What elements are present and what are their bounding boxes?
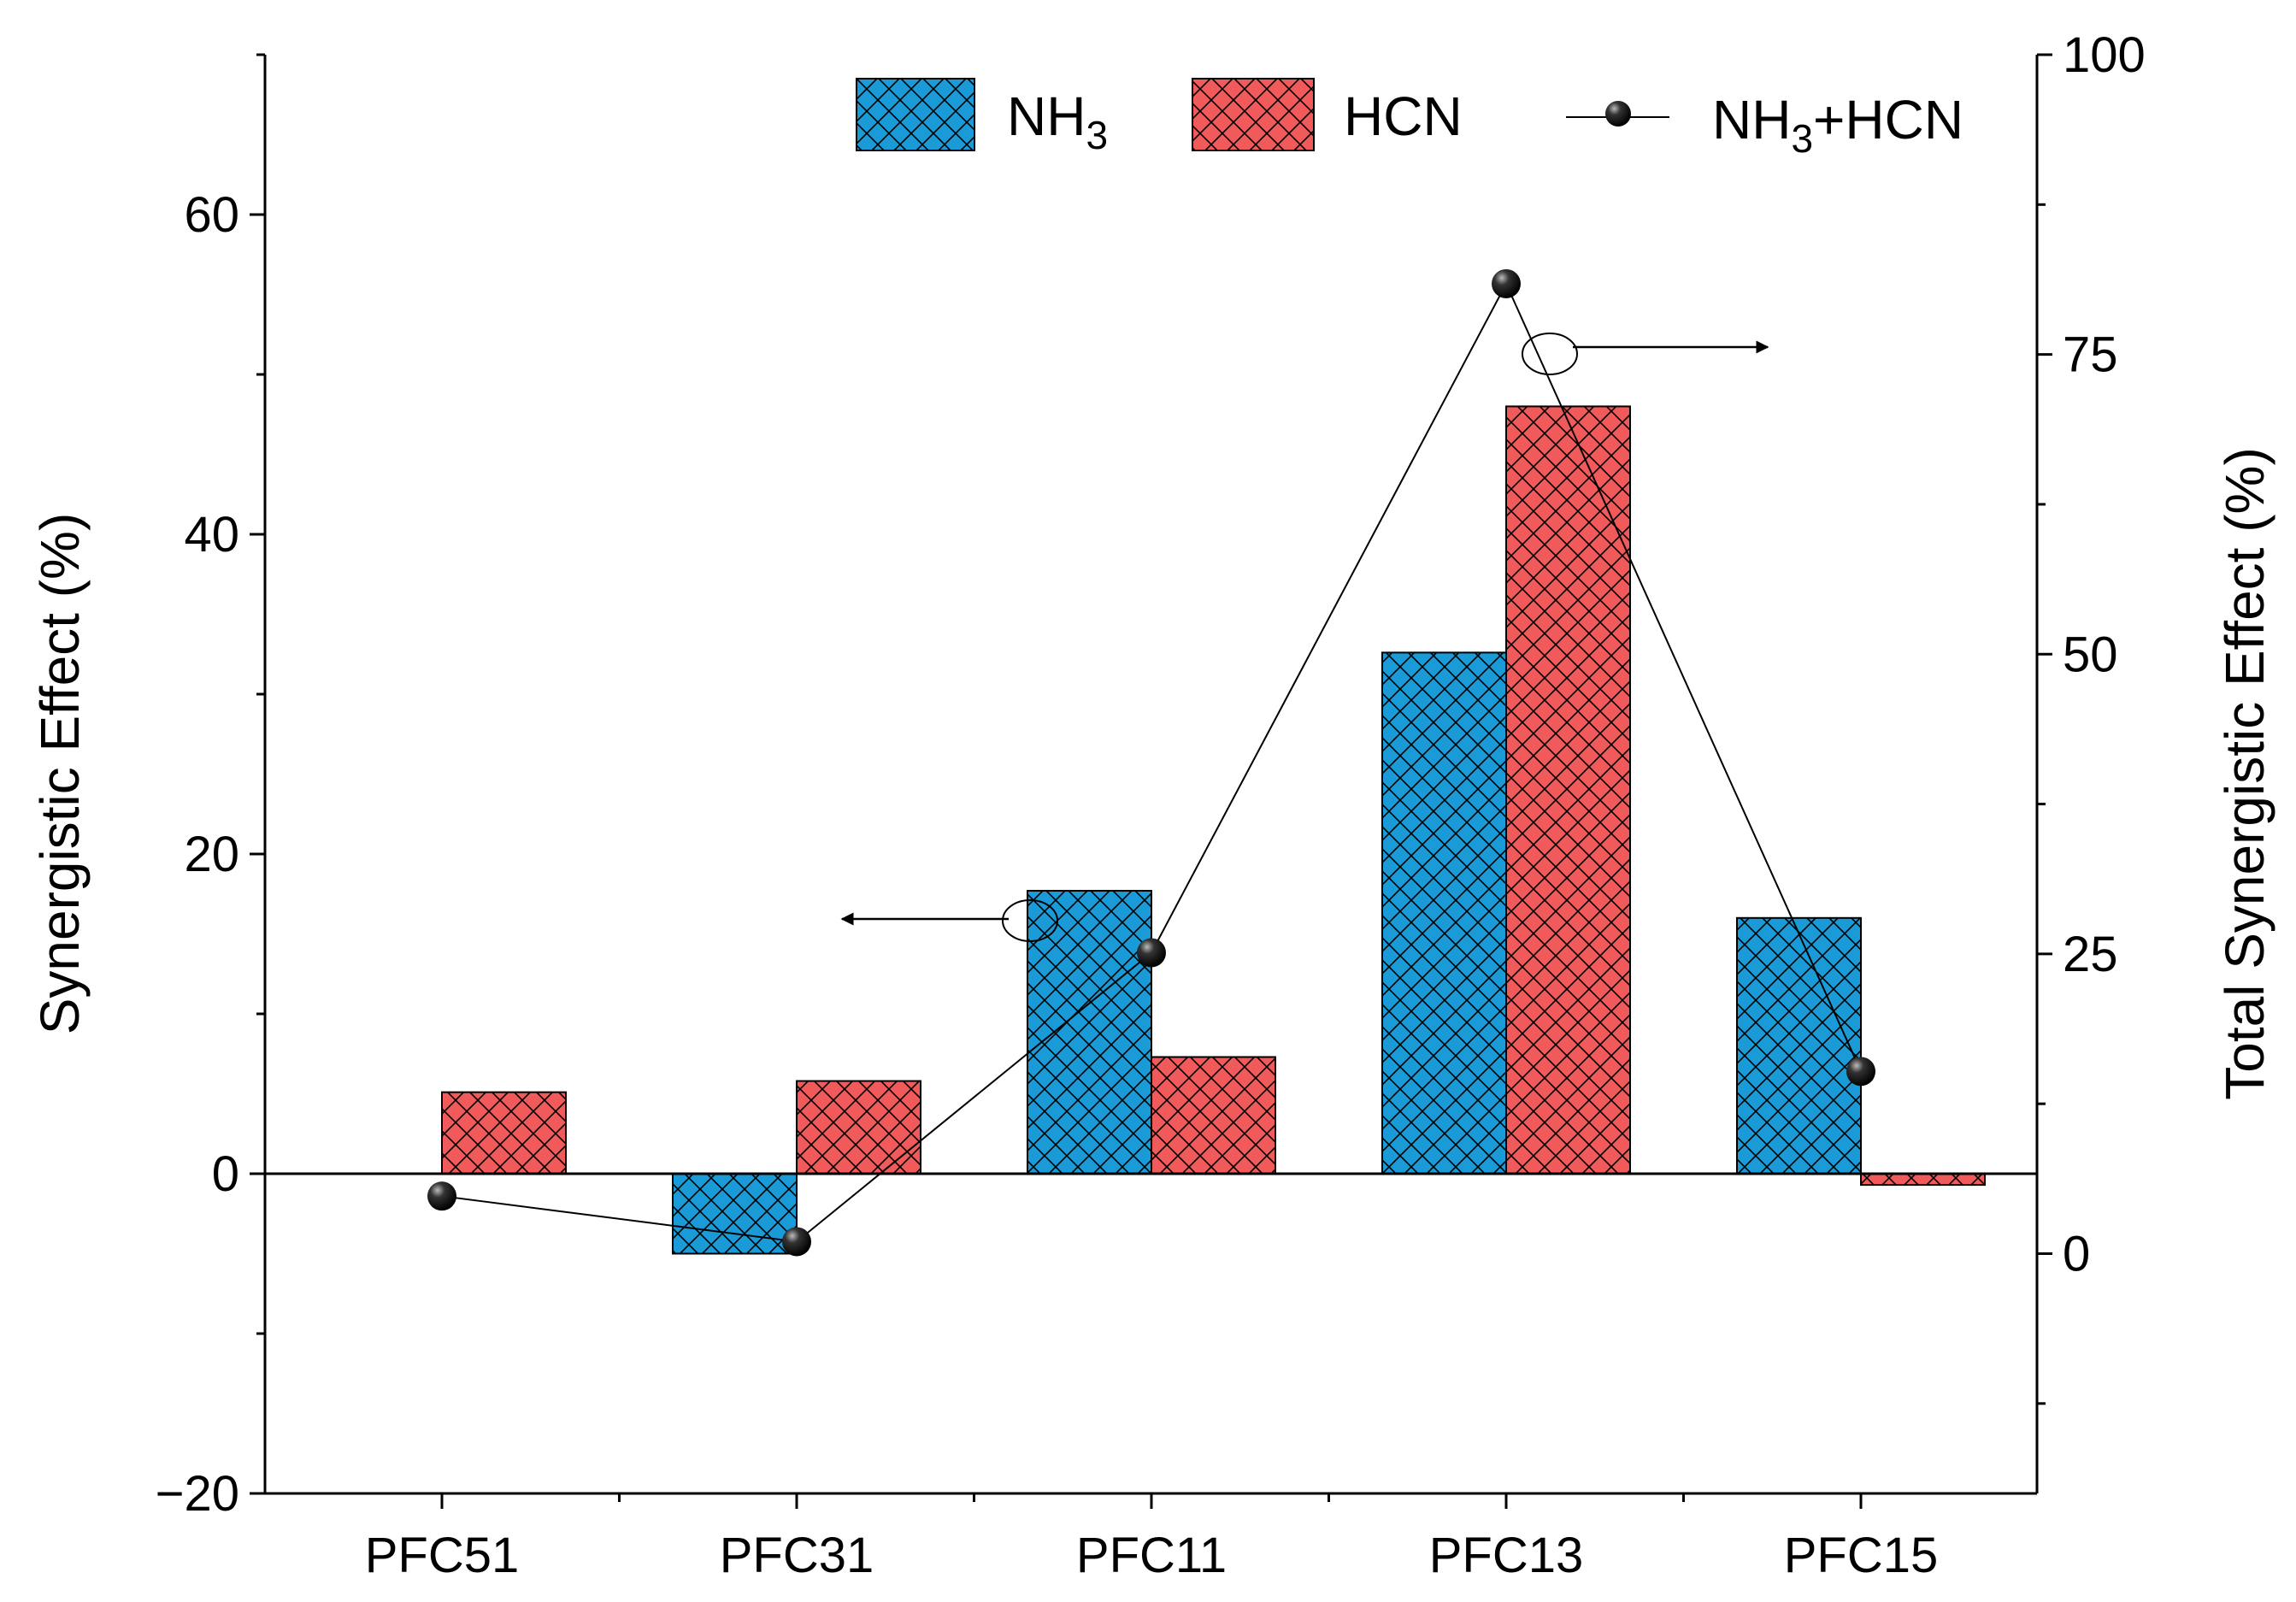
x-tick-label: PFC15	[1784, 1528, 1939, 1583]
total-point-pfc51	[427, 1181, 456, 1211]
annotation-circle-left	[1002, 899, 1058, 942]
x-tick-label: PFC11	[1076, 1528, 1227, 1583]
right-tick-label: 0	[2063, 1227, 2090, 1282]
legend-label-hcn: HCN	[1344, 85, 1463, 147]
total-point-pfc15	[1846, 1057, 1875, 1087]
bar-hcn-pfc51	[441, 1091, 567, 1175]
left-arrow-annotation	[840, 899, 1058, 942]
total-point-pfc13	[1492, 268, 1521, 298]
bar-nh3-pfc11	[1027, 890, 1152, 1175]
total-point-pfc11	[1137, 938, 1166, 968]
bars-layer	[441, 405, 1986, 1255]
x-tick-label: PFC51	[365, 1528, 520, 1583]
right-tick-label: 100	[2063, 27, 2146, 83]
x-tick-label: PFC13	[1429, 1528, 1584, 1583]
legend-swatch-nh3	[856, 78, 975, 151]
legend-marker-sample	[1605, 101, 1631, 127]
annotation-circle-right	[1522, 333, 1578, 375]
left-tick-label: 60	[184, 187, 239, 243]
left-axis-title: Synergistic Effect (%)	[29, 513, 91, 1035]
legend-label-total: NH3+HCN	[1712, 89, 1963, 161]
bar-hcn-pfc31	[796, 1080, 921, 1175]
line-series-layer	[427, 268, 1875, 1257]
bar-nh3-pfc13	[1381, 651, 1507, 1175]
right-axis-title: Total Synergistic Effect (%)	[2214, 447, 2275, 1100]
axes-layer: −20 0 20 40 60 0 25 50 75 100 PFC51 PFC31 PFC11 PFC13…	[156, 27, 2146, 1583]
legend: NH3 HCN NH3+HCN	[856, 78, 1963, 161]
bar-hcn-pfc13	[1505, 405, 1631, 1175]
total-point-pfc31	[782, 1227, 811, 1257]
bar-hcn-pfc15	[1860, 1173, 1986, 1187]
legend-swatch-hcn	[1192, 78, 1315, 151]
legend-label-nh3: NH3	[1007, 85, 1108, 157]
left-tick-label: 40	[184, 507, 239, 562]
right-arrow-annotation	[1522, 333, 1769, 375]
left-tick-label: 20	[184, 827, 239, 882]
right-tick-label: 25	[2063, 927, 2118, 982]
left-tick-label: −20	[156, 1466, 239, 1522]
right-tick-label: 50	[2063, 627, 2118, 682]
left-tick-label: 0	[212, 1146, 239, 1202]
bar-nh3-pfc15	[1736, 916, 1862, 1175]
bar-hcn-pfc11	[1151, 1056, 1276, 1175]
x-tick-label: PFC31	[720, 1528, 874, 1583]
bar-nh3-pfc31	[672, 1173, 798, 1255]
right-tick-label: 75	[2063, 327, 2118, 383]
